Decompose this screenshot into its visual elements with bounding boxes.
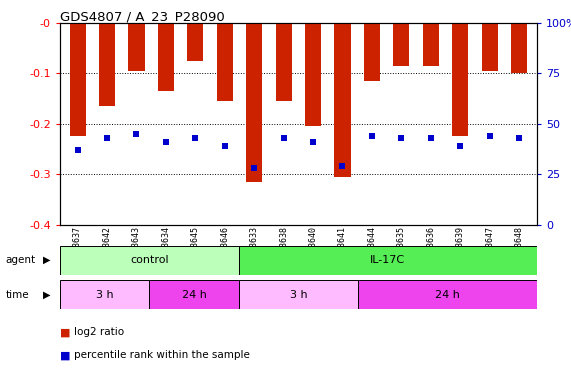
Bar bbox=[276, 23, 292, 101]
Bar bbox=[150, 280, 239, 309]
Bar bbox=[305, 23, 321, 126]
Bar bbox=[239, 246, 537, 275]
Bar bbox=[216, 23, 233, 101]
Text: time: time bbox=[6, 290, 29, 300]
Text: ▶: ▶ bbox=[43, 255, 50, 265]
Text: ▶: ▶ bbox=[43, 290, 50, 300]
Bar bbox=[158, 23, 174, 91]
Text: agent: agent bbox=[6, 255, 36, 265]
Bar bbox=[246, 23, 262, 182]
Text: 24 h: 24 h bbox=[182, 290, 207, 300]
Text: 3 h: 3 h bbox=[289, 290, 307, 300]
Text: log2 ratio: log2 ratio bbox=[74, 327, 124, 337]
Bar bbox=[364, 23, 380, 81]
Bar bbox=[128, 23, 144, 71]
Text: 24 h: 24 h bbox=[435, 290, 460, 300]
Bar bbox=[99, 23, 115, 106]
Text: percentile rank within the sample: percentile rank within the sample bbox=[74, 350, 250, 360]
Text: GDS4807 / A_23_P28090: GDS4807 / A_23_P28090 bbox=[60, 10, 225, 23]
Bar bbox=[187, 23, 203, 61]
Bar bbox=[70, 23, 86, 136]
Bar bbox=[239, 280, 358, 309]
Text: 3 h: 3 h bbox=[96, 290, 114, 300]
Bar bbox=[423, 23, 439, 66]
Bar bbox=[335, 23, 351, 177]
Bar bbox=[60, 246, 239, 275]
Text: ■: ■ bbox=[60, 350, 70, 360]
Text: IL-17C: IL-17C bbox=[370, 255, 405, 265]
Bar bbox=[511, 23, 527, 73]
Bar bbox=[60, 280, 150, 309]
Bar bbox=[452, 23, 468, 136]
Bar bbox=[358, 280, 537, 309]
Bar bbox=[481, 23, 498, 71]
Text: ■: ■ bbox=[60, 327, 70, 337]
Bar bbox=[393, 23, 409, 66]
Text: control: control bbox=[130, 255, 168, 265]
